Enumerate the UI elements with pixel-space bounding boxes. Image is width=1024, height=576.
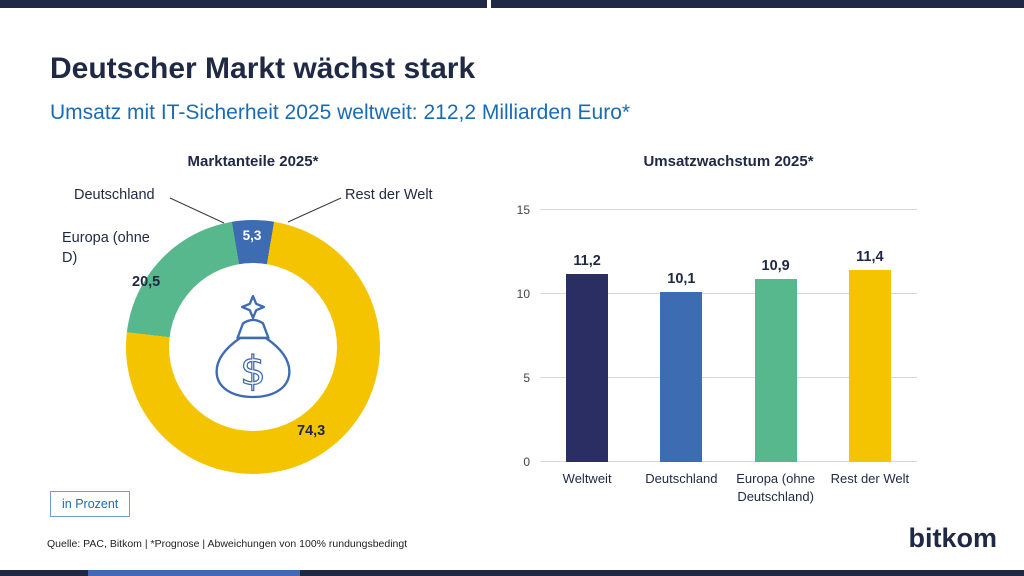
y-axis: 0 5 10 15 bbox=[500, 203, 530, 469]
bottom-border bbox=[0, 570, 1024, 576]
gridline bbox=[540, 377, 917, 378]
y-tick-label: 0 bbox=[523, 455, 530, 469]
donut-label-europa: Europa (ohne D) bbox=[62, 230, 150, 266]
bar-column: 11,4 bbox=[823, 210, 917, 462]
bar-3 bbox=[848, 270, 891, 462]
money-bag-icon: $ bbox=[215, 294, 291, 399]
donut-value-rest-der-welt: 74,3 bbox=[297, 423, 326, 439]
bar-column: 10,1 bbox=[634, 210, 728, 462]
svg-text:$: $ bbox=[240, 348, 265, 394]
donut-value-deutschland: 5,3 bbox=[242, 228, 262, 243]
category-label: Rest der Welt bbox=[830, 471, 910, 486]
donut-hole: $ bbox=[169, 263, 337, 431]
donut-chart-title: Marktanteile 2025* bbox=[187, 153, 319, 170]
source-note: Quelle: PAC, Bitkom | *Prognose | Abweic… bbox=[47, 538, 408, 550]
unit-badge: in Prozent bbox=[50, 491, 131, 517]
bar-value-label: 10,9 bbox=[761, 257, 790, 274]
category-label: Europa (ohne Deutschland) bbox=[736, 471, 816, 504]
bottom-border-accent bbox=[88, 570, 300, 576]
bar-columns: 11,2 10,1 10,9 11,4 bbox=[540, 210, 917, 462]
donut-label-deutschland: Deutschland bbox=[74, 187, 155, 203]
donut-chart: $ bbox=[126, 220, 380, 474]
gridline bbox=[540, 209, 917, 210]
bar-chart-plot: 11,2 10,1 10,9 11,4 bbox=[540, 209, 917, 462]
top-border-gap bbox=[487, 0, 491, 8]
category-label: Deutschland bbox=[645, 471, 718, 486]
y-tick-label: 5 bbox=[523, 371, 530, 386]
bar-value-label: 11,4 bbox=[856, 249, 884, 266]
y-tick-label: 10 bbox=[516, 287, 530, 302]
bar-value-label: 11,2 bbox=[573, 252, 601, 269]
top-border bbox=[0, 0, 1024, 8]
page-subtitle: Umsatz mit IT-Sicherheit 2025 weltweit: … bbox=[50, 101, 631, 124]
donut-label-rest-der-welt: Rest der Welt bbox=[345, 187, 433, 203]
donut-value-europa: 20,5 bbox=[132, 274, 161, 290]
bar-column: 11,2 bbox=[540, 210, 634, 462]
page-title: Deutscher Markt wächst stark bbox=[50, 52, 476, 85]
y-tick-label: 15 bbox=[516, 203, 530, 217]
bar-1 bbox=[660, 292, 703, 462]
bar-column: 10,9 bbox=[729, 210, 823, 462]
bitkom-logo: bitkom bbox=[908, 523, 997, 553]
x-axis-labels: Weltweit Deutschland Europa (ohne Deutschl… bbox=[540, 470, 917, 505]
category-label: Weltweit bbox=[562, 471, 612, 486]
bar-2 bbox=[754, 278, 797, 462]
gridline bbox=[540, 461, 917, 462]
bar-value-label: 10,1 bbox=[667, 271, 696, 288]
gridline bbox=[540, 293, 917, 294]
bar-chart-title: Umsatzwachstum 2025* bbox=[643, 153, 814, 170]
bar-0 bbox=[566, 273, 609, 462]
